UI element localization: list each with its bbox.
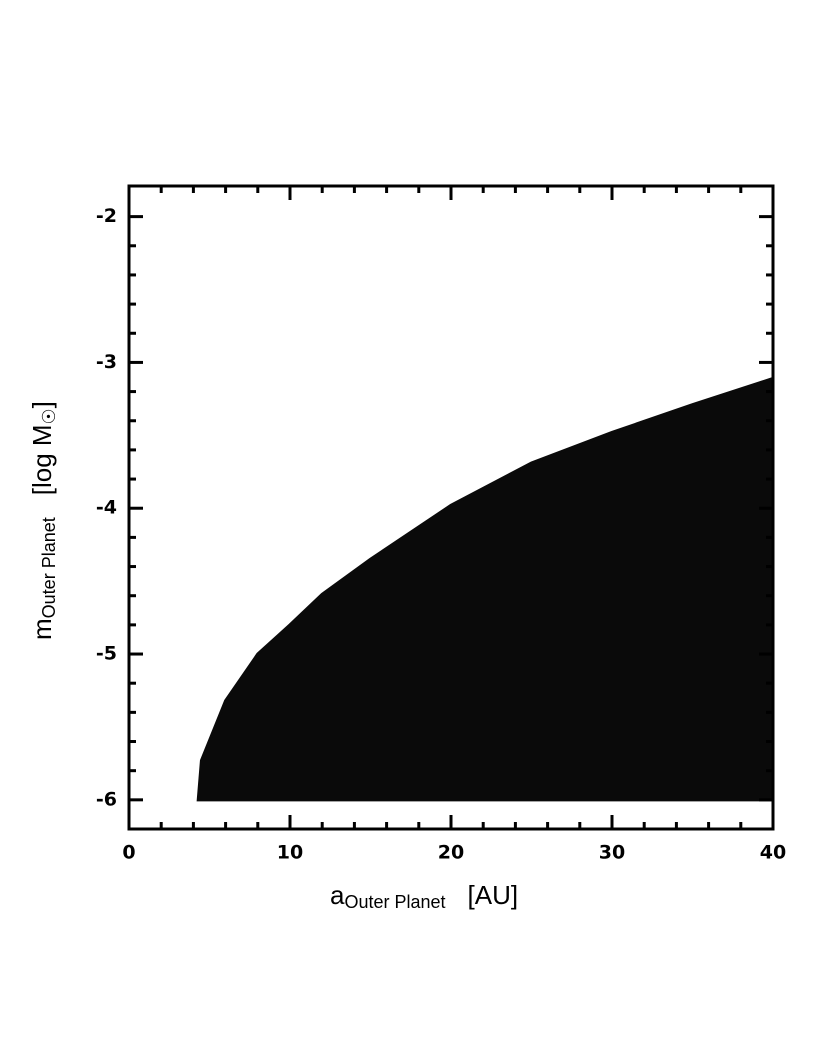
y-tick-label: -6: [96, 788, 117, 810]
y-label-symbol: m: [27, 618, 57, 640]
x-tick-label: 10: [277, 842, 303, 864]
feasible-region: [196, 376, 775, 802]
y-tick-label: -4: [96, 497, 117, 519]
x-tick-label: 30: [599, 842, 625, 864]
x-label-subscript: Outer Planet: [344, 892, 445, 912]
y-label-unit-end: ]: [27, 401, 57, 408]
y-axis-label: mOuter Planet [log M☉]: [27, 401, 59, 640]
y-tick-label: -2: [96, 205, 117, 227]
x-label-unit: [AU]: [468, 880, 519, 910]
y-tick-label: -3: [96, 351, 117, 373]
y-label-subscript: Outer Planet: [39, 517, 59, 618]
x-tick-label: 0: [122, 842, 135, 864]
y-label-unit-subscript: ☉: [39, 408, 59, 424]
y-tick-label: -5: [96, 643, 117, 665]
x-axis-label: aOuter Planet [AU]: [330, 880, 518, 912]
x-label-symbol: a: [330, 880, 345, 910]
x-tick-label: 20: [438, 842, 464, 864]
y-label-unit: [log M: [27, 424, 57, 495]
x-tick-label: 40: [760, 842, 786, 864]
